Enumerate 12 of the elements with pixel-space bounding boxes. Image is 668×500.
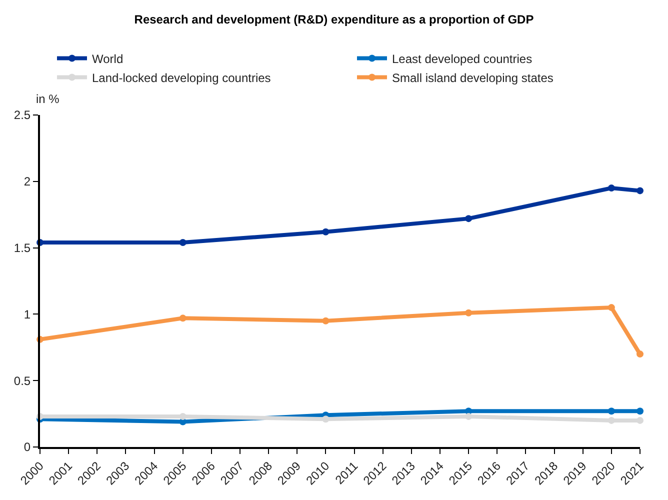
- chart-title: Research and development (R&D) expenditure as a proportion of GDP: [134, 12, 534, 26]
- legend-label: Least developed countries: [392, 52, 532, 66]
- y-tick-label: 1: [24, 307, 31, 322]
- y-tick-label: 2.5: [14, 108, 31, 122]
- legend-label: Land-locked developing countries: [92, 70, 271, 85]
- legend-label: World: [92, 52, 124, 66]
- legend-label: Small island developing states: [392, 70, 554, 85]
- y-tick-label: 1.5: [14, 241, 31, 255]
- y-tick-label: 2: [24, 174, 31, 189]
- y-tick-label: 0.5: [14, 374, 31, 388]
- y-tick-label: 0: [24, 440, 31, 454]
- y-axis-title: in %: [36, 92, 60, 106]
